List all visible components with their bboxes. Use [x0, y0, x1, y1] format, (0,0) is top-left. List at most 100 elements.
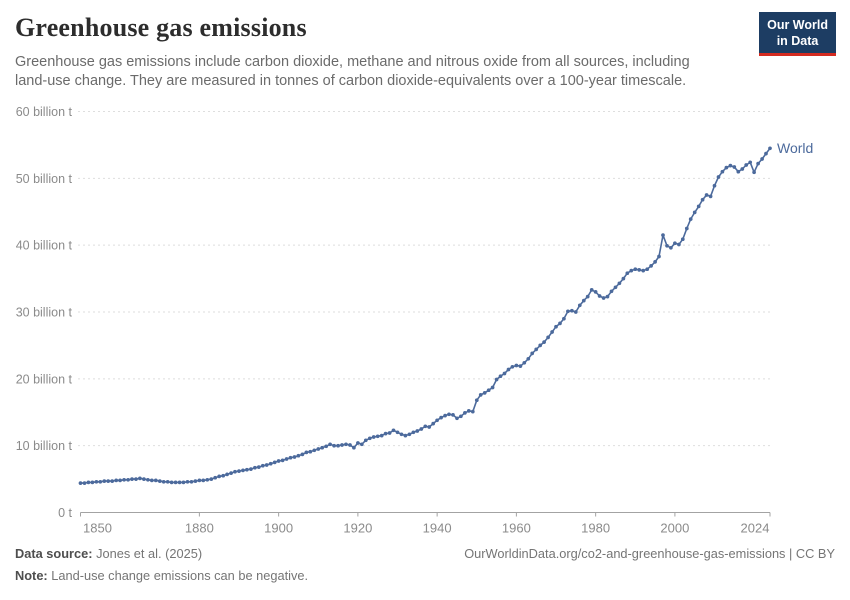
- y-axis-tick-label: 10 billion t: [16, 439, 73, 453]
- data-point: [641, 268, 646, 273]
- data-point: [78, 481, 83, 485]
- data-point: [359, 442, 364, 447]
- data-point: [692, 210, 697, 215]
- data-point: [585, 294, 590, 299]
- data-point: [566, 309, 570, 314]
- data-point: [411, 430, 416, 435]
- x-axis-tick-label: 1940: [423, 521, 452, 536]
- data-point: [114, 478, 119, 483]
- data-point: [732, 165, 737, 169]
- data-point: [336, 443, 340, 448]
- data-point: [157, 479, 162, 483]
- y-axis-tick-label: 60 billion t: [16, 105, 73, 119]
- data-point: [514, 363, 519, 368]
- data-point: [502, 371, 507, 376]
- data-point: [213, 475, 218, 480]
- data-point: [744, 163, 749, 167]
- data-point: [712, 183, 717, 188]
- data-point: [605, 294, 610, 299]
- data-point: [169, 480, 174, 485]
- data-point: [177, 480, 182, 485]
- data-point: [736, 169, 741, 174]
- data-point: [284, 457, 289, 461]
- data-point: [197, 478, 202, 483]
- data-point: [752, 170, 756, 175]
- data-point: [352, 445, 356, 450]
- data-point: [383, 431, 388, 436]
- data-point: [375, 434, 380, 439]
- data-point: [241, 468, 245, 473]
- world-emissions-line[interactable]: [79, 147, 771, 484]
- data-point: [288, 455, 293, 460]
- data-point: [348, 443, 352, 447]
- data-point: [704, 193, 709, 197]
- data-point: [233, 469, 237, 474]
- data-point: [146, 477, 150, 482]
- data-point: [431, 421, 436, 426]
- data-point: [621, 276, 626, 281]
- data-point: [324, 444, 329, 449]
- y-axis-tick-label: 30 billion t: [16, 306, 73, 320]
- x-axis-tick-label: 2024: [741, 521, 770, 536]
- data-point: [451, 413, 455, 417]
- x-axis-tick-label: 1960: [502, 521, 531, 536]
- y-axis-tick-label: 50 billion t: [16, 172, 73, 186]
- note-label: Note:: [15, 568, 48, 583]
- data-point: [126, 477, 130, 482]
- data-point: [94, 479, 99, 484]
- series-label-world[interactable]: World: [777, 140, 813, 156]
- data-point: [740, 167, 745, 171]
- data-point: [138, 476, 142, 481]
- data-point: [403, 433, 408, 438]
- data-point: [205, 477, 210, 482]
- subtitle-line-1: Greenhouse gas emissions include carbon …: [15, 54, 690, 70]
- data-point: [748, 160, 753, 165]
- data-point: [597, 294, 602, 298]
- data-point: [86, 480, 91, 485]
- data-point: [522, 360, 527, 365]
- data-point: [221, 473, 226, 478]
- data-point: [189, 479, 194, 484]
- data-point: [304, 450, 309, 455]
- data-point: [498, 374, 503, 379]
- data-point: [130, 477, 134, 481]
- attribution-link[interactable]: OurWorldinData.org/co2-and-greenhouse-ga…: [464, 546, 835, 561]
- data-point: [550, 330, 554, 334]
- data-point: [344, 442, 348, 447]
- data-point: [645, 267, 650, 272]
- data-point: [253, 465, 257, 470]
- data-point: [494, 377, 499, 382]
- owid-logo[interactable]: Our World in Data: [759, 12, 836, 56]
- data-point: [237, 469, 241, 473]
- chart-subtitle: Greenhouse gas emissions include carbon …: [15, 53, 690, 91]
- data-point: [118, 478, 122, 483]
- data-point: [756, 161, 760, 166]
- data-point: [716, 175, 721, 179]
- data-point: [260, 463, 265, 468]
- data-point: [122, 477, 126, 482]
- data-point: [379, 433, 384, 438]
- data-point: [328, 442, 332, 447]
- data-point: [724, 165, 729, 170]
- data-point: [98, 479, 103, 484]
- data-point: [165, 479, 170, 484]
- data-point: [463, 411, 467, 415]
- data-point: [264, 463, 269, 467]
- data-point: [609, 289, 614, 294]
- data-point: [201, 478, 206, 483]
- data-point: [276, 459, 281, 463]
- data-point: [696, 204, 701, 209]
- data-point: [415, 429, 420, 433]
- y-axis-tick-label: 20 billion t: [16, 372, 73, 386]
- x-axis-tick-label: 1900: [264, 521, 293, 536]
- data-point: [530, 351, 535, 356]
- data-point: [90, 480, 95, 485]
- data-point: [443, 413, 447, 418]
- data-point: [387, 431, 392, 435]
- data-point: [256, 465, 261, 469]
- data-point: [447, 412, 451, 417]
- x-axis-tick-label: 1850: [83, 521, 112, 536]
